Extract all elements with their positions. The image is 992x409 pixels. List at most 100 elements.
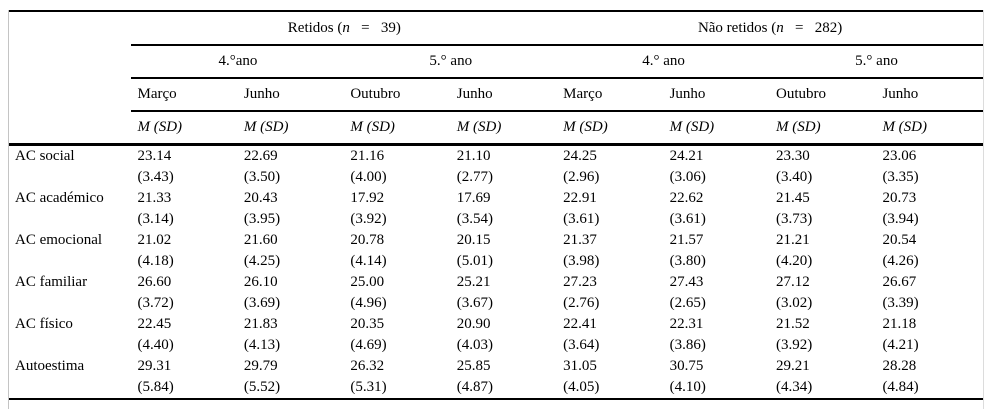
row-label: Autoestima: [15, 358, 85, 374]
sd-value: (4.05): [563, 379, 600, 395]
sd-value: (3.54): [456, 211, 493, 227]
m-value: 21.52: [776, 316, 810, 332]
table-row-m: AC social 23.14 22.69 21.16 21.10 24.25 …: [9, 145, 983, 168]
m-value: 20.90: [456, 316, 491, 332]
table-row-m: AC académico 21.33 20.43 17.92 17.69 22.…: [9, 188, 983, 209]
sd-value: (3.14): [137, 211, 174, 227]
sd-value: (3.94): [882, 211, 919, 227]
month-header: Junho: [450, 78, 558, 112]
paper-table-container: Retidos (n = 39) Não retidos (n = 282) 4…: [8, 10, 984, 409]
sd-value: (4.84): [882, 379, 919, 395]
sd-value: (3.06): [669, 169, 706, 185]
corner-cell: [9, 45, 131, 78]
m-value: 21.37: [563, 232, 597, 248]
m-value: 21.18: [882, 316, 917, 332]
sd-value: (3.43): [137, 169, 174, 185]
sd-value: (2.76): [563, 295, 600, 311]
m-value: 22.69: [243, 148, 278, 164]
m-value: 22.62: [669, 190, 704, 206]
sd-value: (3.64): [563, 337, 600, 353]
sd-value: (3.95): [243, 211, 281, 227]
group-label-prefix: Não retidos (: [697, 19, 777, 36]
m-value: 22.31: [669, 316, 704, 332]
month-header: Junho: [237, 78, 345, 112]
group-label-suffix: = 39): [349, 19, 401, 36]
sd-value: (3.80): [669, 253, 706, 269]
table-row-m: AC físico 22.45 21.83 20.35 20.90 22.41 …: [9, 314, 983, 335]
sd-value: (4.40): [137, 337, 174, 353]
m-value: 31.05: [563, 358, 597, 374]
row-label: AC físico: [15, 316, 73, 332]
table-row-sd: (3.43) (3.50) (4.00) (2.77) (2.96) (3.06…: [9, 167, 983, 188]
row-label: AC social: [15, 148, 75, 164]
m-value: 23.14: [137, 148, 172, 164]
table-row-m: AC familiar 26.60 26.10 25.00 25.21 27.2…: [9, 272, 983, 293]
stat-header: M (SD): [131, 111, 238, 146]
table-row-sd: (3.14) (3.95) (3.92) (3.54) (3.61) (3.61…: [9, 209, 983, 230]
m-value: 26.60: [137, 274, 172, 290]
sd-value: (5.31): [350, 379, 387, 395]
corner-cell: [9, 111, 132, 146]
m-value: 24.21: [669, 148, 704, 164]
sd-value: (2.77): [456, 169, 493, 185]
m-value: 17.69: [456, 190, 491, 206]
sd-value: (3.92): [350, 211, 387, 227]
group-header-retidos: Retidos (n = 39): [131, 11, 558, 46]
sd-value: (2.65): [669, 295, 706, 311]
m-value: 22.91: [563, 190, 597, 206]
month-header: Março: [557, 78, 664, 112]
sd-value: (3.69): [243, 295, 281, 311]
m-value: 25.21: [456, 274, 491, 290]
sd-value: (4.69): [350, 337, 387, 353]
year-header: 5.° ano: [770, 45, 983, 79]
m-value: 20.73: [882, 190, 917, 206]
sd-value: (3.92): [776, 337, 813, 353]
sd-value: (3.73): [776, 211, 813, 227]
n-symbol: n: [342, 19, 350, 36]
stat-header: M (SD): [876, 111, 983, 146]
m-value: 21.02: [137, 232, 172, 248]
stat-header: M (SD): [663, 111, 771, 146]
m-value: 23.06: [882, 148, 917, 164]
m-value: 26.32: [350, 358, 385, 374]
year-header-row: 4.°ano 5.° ano 4.° ano 5.° ano: [9, 45, 983, 79]
repeated-measures-table: Retidos (n = 39) Não retidos (n = 282) 4…: [9, 10, 983, 400]
stat-header-row: M (SD) M (SD) M (SD) M (SD) M (SD) M (SD…: [9, 111, 983, 146]
m-value: 21.10: [456, 148, 491, 164]
sd-value: (5.52): [243, 379, 281, 395]
month-header: Março: [131, 78, 238, 112]
m-value: 21.16: [350, 148, 385, 164]
year-header: 4.° ano: [557, 45, 771, 79]
table-row-sd: (4.40) (4.13) (4.69) (4.03) (3.64) (3.86…: [9, 335, 983, 356]
month-header: Junho: [663, 78, 771, 112]
stat-header: M (SD): [344, 111, 451, 146]
m-value: 21.57: [669, 232, 704, 248]
sd-value: (4.96): [350, 295, 387, 311]
month-header: Junho: [876, 78, 983, 112]
m-value: 29.31: [137, 358, 172, 374]
sd-value: (5.84): [137, 379, 174, 395]
m-value: 21.45: [776, 190, 810, 206]
m-value: 20.54: [882, 232, 917, 248]
stat-header: M (SD): [450, 111, 558, 146]
sd-value: (3.86): [669, 337, 706, 353]
m-value: 21.60: [243, 232, 278, 248]
row-label: AC académico: [15, 190, 104, 206]
sd-value: (4.14): [350, 253, 387, 269]
m-value: 24.25: [563, 148, 597, 164]
sd-value: (3.98): [563, 253, 600, 269]
year-header: 4.°ano: [131, 45, 345, 79]
m-value: 22.45: [137, 316, 172, 332]
m-value: 21.21: [776, 232, 810, 248]
table-row-sd: (5.84) (5.52) (5.31) (4.87) (4.05) (4.10…: [9, 377, 983, 399]
table-row-sd: (3.72) (3.69) (4.96) (3.67) (2.76) (2.65…: [9, 293, 983, 314]
sd-value: (4.25): [243, 253, 281, 269]
sd-value: (3.67): [456, 295, 493, 311]
month-header: Outubro: [770, 78, 877, 112]
m-value: 26.10: [243, 274, 278, 290]
table-row-m: Autoestima 29.31 29.79 26.32 25.85 31.05…: [9, 356, 983, 377]
group-header-nao-retidos: Não retidos (n = 282): [557, 11, 983, 46]
row-label: AC familiar: [15, 274, 88, 290]
sd-value: (3.39): [882, 295, 919, 311]
sd-value: (3.61): [669, 211, 706, 227]
